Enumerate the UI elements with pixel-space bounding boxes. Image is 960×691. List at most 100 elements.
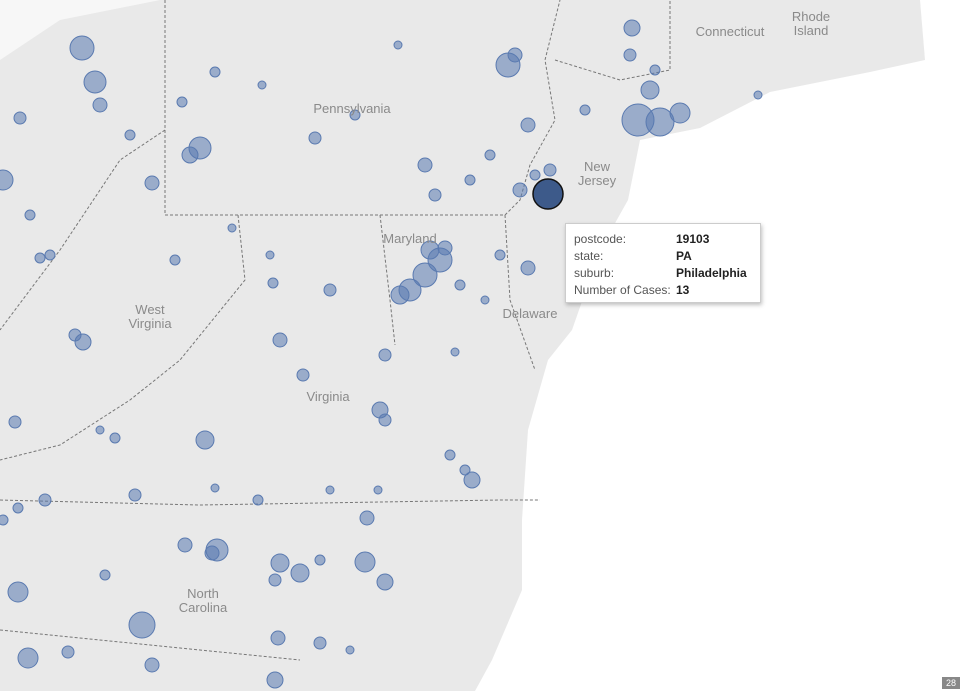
map-marker[interactable] — [480, 295, 490, 305]
map-marker[interactable] — [290, 563, 310, 583]
map-marker[interactable] — [349, 109, 361, 121]
map-marker[interactable] — [308, 131, 322, 145]
map-marker[interactable] — [109, 432, 121, 444]
map-marker[interactable] — [0, 169, 14, 191]
state-label: Rhode Island — [791, 9, 831, 38]
map-marker[interactable] — [640, 80, 660, 100]
map-marker[interactable] — [323, 283, 337, 297]
map-marker[interactable] — [24, 209, 36, 221]
map-marker[interactable] — [270, 630, 286, 646]
map-marker[interactable] — [645, 107, 675, 137]
map-marker[interactable] — [354, 551, 376, 573]
map-marker[interactable] — [529, 169, 541, 181]
map-marker[interactable] — [296, 368, 310, 382]
map-marker[interactable] — [484, 149, 496, 161]
map-marker[interactable] — [378, 348, 392, 362]
map-marker[interactable] — [272, 332, 288, 348]
tooltip-row: suburb: Philadelphia — [574, 264, 752, 281]
map-marker[interactable] — [8, 415, 22, 429]
map-marker[interactable] — [34, 252, 46, 264]
map-marker[interactable] — [520, 260, 536, 276]
map-marker[interactable] — [393, 40, 403, 50]
state-label: Delaware — [502, 306, 558, 321]
map-marker[interactable] — [623, 48, 637, 62]
map-marker[interactable] — [649, 64, 661, 76]
map-marker[interactable] — [373, 485, 383, 495]
map-marker[interactable] — [359, 510, 375, 526]
map-marker[interactable] — [177, 537, 193, 553]
map-marker[interactable] — [459, 464, 471, 476]
tooltip-value: 19103 — [676, 231, 710, 246]
map-marker[interactable] — [95, 425, 105, 435]
map-marker[interactable] — [209, 66, 221, 78]
map-marker[interactable] — [579, 104, 591, 116]
map-marker[interactable] — [99, 569, 111, 581]
map-marker[interactable] — [0, 514, 9, 526]
tooltip-key: state: — [574, 248, 604, 263]
map-marker[interactable] — [325, 485, 335, 495]
map-marker[interactable] — [128, 488, 142, 502]
map-marker[interactable] — [181, 146, 199, 164]
map-marker[interactable] — [507, 47, 523, 63]
tooltip: postcode: 19103 state: PA suburb: Philadelphi… — [565, 223, 761, 303]
map-marker[interactable] — [623, 19, 641, 37]
map-marker[interactable] — [463, 471, 481, 489]
tooltip-value: 13 — [676, 282, 690, 297]
map-marker[interactable] — [7, 581, 29, 603]
map-marker[interactable] — [437, 240, 453, 256]
map-marker[interactable] — [450, 347, 460, 357]
map-marker[interactable] — [512, 182, 528, 198]
map-marker[interactable] — [128, 611, 156, 639]
map-marker[interactable] — [92, 97, 108, 113]
map-marker[interactable] — [144, 175, 160, 191]
map-marker[interactable] — [390, 285, 410, 305]
map-marker[interactable] — [61, 645, 75, 659]
selected-marker[interactable] — [532, 178, 564, 210]
map-marker[interactable] — [204, 545, 220, 561]
map-marker[interactable] — [69, 35, 95, 61]
map-marker[interactable] — [227, 223, 237, 233]
map-marker[interactable] — [314, 554, 326, 566]
map-marker[interactable] — [83, 70, 107, 94]
map-marker[interactable] — [270, 553, 290, 573]
state-label: Connecticut — [695, 24, 765, 39]
map-marker[interactable] — [345, 645, 355, 655]
map-marker[interactable] — [268, 573, 282, 587]
map-marker[interactable] — [68, 328, 82, 342]
map-marker[interactable] — [444, 449, 456, 461]
map-marker[interactable] — [376, 573, 394, 591]
map-marker[interactable] — [176, 96, 188, 108]
state-label: Pennsylvania — [313, 101, 391, 116]
map-marker[interactable] — [169, 254, 181, 266]
map-marker[interactable] — [257, 80, 267, 90]
map-marker[interactable] — [17, 647, 39, 669]
map-marker[interactable] — [265, 250, 275, 260]
map-marker[interactable] — [313, 636, 327, 650]
map-marker[interactable] — [669, 102, 691, 124]
lake — [0, 0, 160, 60]
map-marker[interactable] — [454, 279, 466, 291]
map-marker[interactable] — [412, 262, 438, 288]
map-marker[interactable] — [428, 188, 442, 202]
map-marker[interactable] — [195, 430, 215, 450]
map-marker[interactable] — [12, 502, 24, 514]
map-marker[interactable] — [520, 117, 536, 133]
tooltip-key: suburb: — [574, 265, 615, 280]
tooltip-value: Philadelphia — [676, 265, 747, 280]
map-marker[interactable] — [378, 413, 392, 427]
map-marker[interactable] — [464, 174, 476, 186]
map-marker[interactable] — [13, 111, 27, 125]
borders — [0, 0, 671, 661]
map-marker[interactable] — [266, 671, 284, 689]
map-marker[interactable] — [494, 249, 506, 261]
map-marker[interactable] — [124, 129, 136, 141]
map-marker[interactable] — [210, 483, 220, 493]
map-marker[interactable] — [543, 163, 557, 177]
map-marker[interactable] — [267, 277, 279, 289]
map-marker[interactable] — [38, 493, 52, 507]
map-marker[interactable] — [417, 157, 433, 173]
map-marker[interactable] — [252, 494, 264, 506]
map-marker[interactable] — [144, 657, 160, 673]
map-marker[interactable] — [753, 90, 763, 100]
map-marker[interactable] — [44, 249, 56, 261]
